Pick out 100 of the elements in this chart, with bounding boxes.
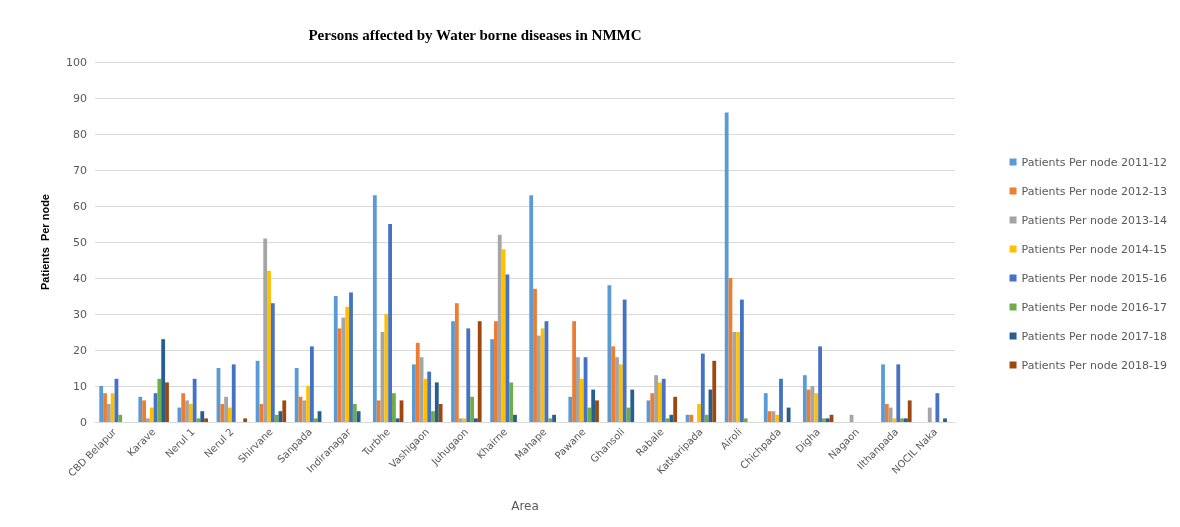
bar [224,396,229,422]
bar [669,414,674,422]
bar [165,382,169,422]
bar [412,364,416,422]
bar [673,396,678,422]
legend-label: Patients Per node 2018-19 [1021,358,1167,372]
bar [494,321,498,422]
bar [333,296,338,422]
bar [529,195,534,422]
bar [763,393,768,422]
bar [775,414,780,422]
bar [142,400,147,422]
bar [352,404,357,422]
bar [302,400,307,422]
bar [814,393,819,422]
bar [388,224,392,422]
y-tick-label: 80 [73,127,87,141]
bar [228,407,232,422]
bar [821,418,826,422]
bar [700,353,705,422]
bar [548,418,553,422]
bar [935,393,940,422]
bar [294,368,299,422]
y-tick-label: 90 [73,91,87,105]
bar [356,411,361,422]
bar [591,389,596,422]
bar [231,364,236,422]
bar [903,418,908,422]
bar [118,414,123,422]
bar [341,317,346,422]
bar [884,404,889,422]
y-tick-label: 20 [73,343,87,357]
bar [661,378,666,422]
bar [110,393,115,422]
bar [103,393,107,422]
bar [881,364,885,422]
bar [188,404,193,422]
bar [149,407,154,422]
bar [736,332,740,422]
bar [505,274,510,422]
bar [274,414,279,422]
bar [611,346,616,422]
y-tick-label: 50 [73,235,87,249]
legend-label: Patients Per node 2011-12 [1021,155,1167,169]
bar [704,414,709,422]
y-tick-label: 60 [73,199,87,213]
bar [185,400,189,422]
bar [595,400,599,422]
bar [618,364,623,422]
bar [712,360,717,422]
bar [509,382,514,422]
legend-label: Patients Per node 2014-15 [1021,242,1167,256]
bar [622,299,627,422]
bar [630,389,635,422]
bar [263,238,268,422]
chart-title: Persons affected by Water borne diseases in NMMC [308,26,642,43]
y-tick-label: 30 [73,307,87,321]
bar [157,378,162,422]
bar [458,418,463,422]
bar [779,378,783,422]
bar [490,339,495,422]
bar [907,400,912,422]
bar [473,418,478,422]
bar [818,346,822,422]
bar [466,328,471,422]
bar [423,378,428,422]
legend-label: Patients Per node 2017-18 [1021,329,1167,343]
y-tick-label: 40 [73,271,87,285]
bar [615,357,619,422]
y-axis-title: Patients Per node [38,194,51,290]
bar [431,411,435,422]
bar [310,346,314,422]
bar [372,195,377,422]
legend-label: Patients Per node 2012-13 [1021,184,1167,198]
bar [270,303,275,422]
bar [146,418,150,422]
bar [395,418,400,422]
bar [391,393,396,422]
bar [658,382,662,422]
legend-label: Patients Per node 2016-17 [1021,300,1167,314]
bar [540,328,545,422]
bar [220,404,225,422]
y-tick-label: 100 [66,55,87,69]
bar [161,339,166,422]
bar [192,378,197,422]
bar [587,407,592,422]
bar [900,418,904,422]
bar [572,321,577,422]
bar [349,292,353,422]
bar [99,386,104,422]
bar [204,418,208,422]
bar [579,378,584,422]
bar [454,303,459,422]
bar [552,414,556,422]
bar [415,342,420,422]
bar [267,270,271,422]
bar [576,357,580,422]
bar [438,404,443,422]
bar [282,400,287,422]
bar [568,396,573,422]
